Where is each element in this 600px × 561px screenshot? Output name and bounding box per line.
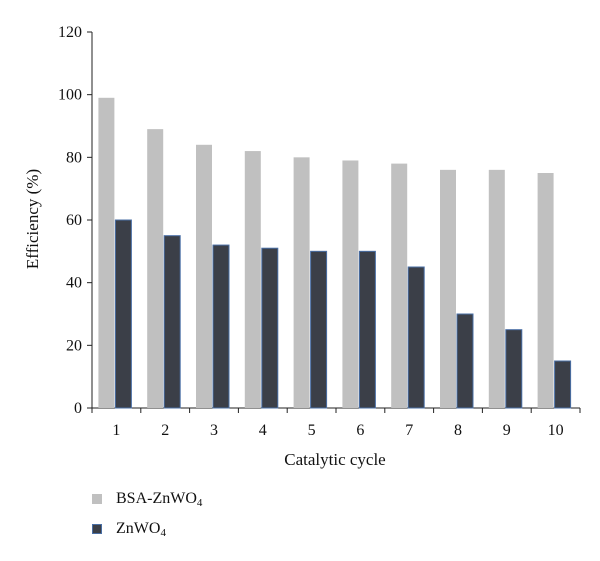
- bar-znwo4-cycle-4: [261, 247, 279, 409]
- x-tick-label: 7: [405, 422, 413, 439]
- bar-znwo4-cycle-6: [358, 250, 376, 409]
- axis-labels: Efficiency (%) Catalytic cycle: [23, 169, 386, 469]
- bar-chart: 0 20 40 60 80 100 120 1 2 3 4 5 6 7 8 9 10 Efficiency (%…: [23, 24, 581, 469]
- x-tick-label: 9: [503, 422, 511, 439]
- bar-bsa-znwo4-cycle-9: [488, 169, 505, 408]
- bar-znwo4-cycle-10: [554, 360, 572, 409]
- legend-swatch-znwo4: [92, 524, 102, 534]
- y-axis-label: Efficiency (%): [23, 169, 42, 269]
- y-tick-label: 100: [58, 87, 82, 104]
- y-tick-label: 40: [66, 275, 82, 292]
- bar-znwo4-cycle-8: [456, 313, 474, 409]
- bar-bsa-znwo4-cycle-4: [244, 151, 261, 409]
- bar-znwo4-cycle-3: [212, 244, 230, 409]
- legend-label-bsa-znwo4: BSA-ZnWO4: [116, 489, 203, 509]
- x-tick-label: 10: [548, 422, 564, 439]
- bar-bsa-znwo4-cycle-2: [147, 129, 164, 408]
- bar-bsa-znwo4-cycle-3: [196, 144, 212, 409]
- y-tick-label: 60: [66, 212, 82, 229]
- y-tick-label: 0: [74, 400, 82, 417]
- bar-bsa-znwo4-cycle-10: [537, 173, 554, 408]
- bar-bsa-znwo4-cycle-5: [293, 157, 310, 408]
- y-tick-label: 80: [66, 149, 82, 166]
- bar-znwo4-cycle-1: [114, 219, 132, 409]
- x-tick-label: 3: [210, 422, 218, 439]
- x-tick-label: 4: [259, 422, 267, 439]
- bar-bsa-znwo4-cycle-8: [440, 169, 456, 408]
- legend-label-znwo4: ZnWO4: [116, 519, 166, 539]
- legend-swatch-bsa-znwo4: [92, 494, 102, 504]
- x-tick-label: 1: [112, 422, 120, 439]
- y-tick-label: 20: [66, 337, 82, 354]
- bar-bsa-znwo4-cycle-1: [98, 97, 115, 409]
- legend: BSA-ZnWO4 ZnWO4: [92, 484, 202, 544]
- y-tick-label: 120: [58, 24, 82, 41]
- x-tick-label: 2: [161, 422, 169, 439]
- bar-bsa-znwo4-cycle-6: [342, 160, 359, 408]
- legend-item-znwo4: ZnWO4: [92, 514, 202, 544]
- bar-znwo4-cycle-5: [310, 250, 328, 409]
- x-tick-label: 5: [308, 422, 316, 439]
- bars: [98, 97, 572, 409]
- x-axis-label: Catalytic cycle: [284, 450, 385, 469]
- bar-znwo4-cycle-7: [407, 266, 425, 409]
- axes: 0 20 40 60 80 100 120 1 2 3 4 5 6 7 8 9 10: [58, 24, 581, 439]
- bar-znwo4-cycle-2: [163, 235, 181, 409]
- legend-item-bsa-znwo4: BSA-ZnWO4: [92, 484, 202, 514]
- bar-znwo4-cycle-9: [505, 329, 523, 409]
- x-tick-label: 8: [454, 422, 462, 439]
- x-tick-label: 6: [356, 422, 364, 439]
- bar-bsa-znwo4-cycle-7: [391, 163, 408, 408]
